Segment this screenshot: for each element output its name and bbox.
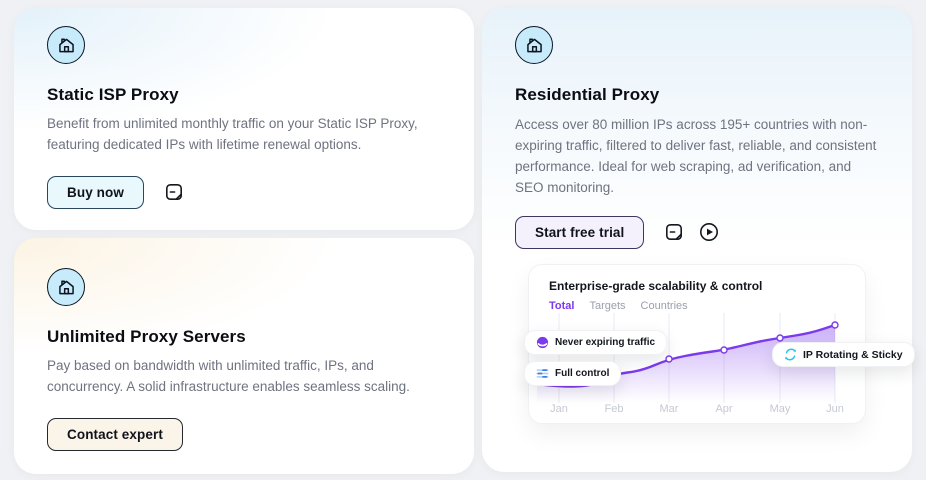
residential-proxy-card: Residential Proxy Access over 80 million… — [482, 8, 915, 472]
unlimited-proxy-card: Unlimited Proxy Servers Pay based on ban… — [14, 238, 474, 474]
badge-label: Never expiring traffic — [555, 337, 656, 348]
card-description: Access over 80 million IPs across 195+ c… — [515, 117, 877, 195]
home-icon — [58, 279, 74, 294]
home-icon-circle — [47, 268, 85, 306]
tab-total[interactable]: Total — [549, 300, 575, 312]
page-title: Residential Proxy — [515, 85, 660, 104]
x-axis-label: Jan — [550, 403, 568, 415]
x-axis-label: May — [769, 403, 791, 415]
tab-targets[interactable]: Targets — [589, 300, 626, 312]
full-control-badge: Full control — [524, 361, 622, 386]
badge-label: IP Rotating & Sticky — [803, 348, 903, 361]
rotate-icon — [785, 348, 796, 361]
x-axis-label: Feb — [604, 403, 624, 415]
document-icon[interactable] — [664, 222, 684, 242]
badge-label: Full control — [555, 368, 610, 379]
card-description: Benefit from unlimited monthly traffic o… — [47, 116, 418, 152]
page-title: Static ISP Proxy — [47, 85, 179, 104]
sliders-icon — [536, 369, 549, 378]
chart-tabs: Total Targets Countries — [549, 300, 688, 312]
start-free-trial-button[interactable]: Start free trial — [515, 215, 645, 249]
never-expiring-traffic-badge: Never expiring traffic — [524, 330, 668, 355]
home-icon-circle — [515, 26, 553, 64]
tab-countries[interactable]: Countries — [640, 300, 688, 312]
x-axis-label: Mar — [659, 403, 679, 415]
static-isp-proxy-card: Static ISP Proxy Benefit from unlimited … — [14, 8, 474, 230]
contact-expert-button[interactable]: Contact expert — [47, 417, 183, 451]
play-video-icon[interactable] — [698, 221, 720, 243]
x-axis-label: Jun — [826, 403, 844, 415]
ip-rotating-sticky-badge: IP Rotating & Sticky — [772, 342, 915, 367]
home-icon-circle — [47, 26, 85, 64]
card-description: Pay based on bandwidth with unlimited tr… — [47, 358, 410, 394]
document-icon[interactable] — [164, 182, 184, 202]
page-title: Unlimited Proxy Servers — [47, 327, 246, 346]
no-expiry-icon — [536, 336, 549, 349]
x-axis-label: Apr — [715, 403, 733, 415]
home-icon — [526, 37, 542, 52]
chart-title: Enterprise-grade scalability & control — [549, 279, 763, 293]
home-icon — [58, 37, 74, 52]
buy-now-button[interactable]: Buy now — [47, 175, 144, 209]
